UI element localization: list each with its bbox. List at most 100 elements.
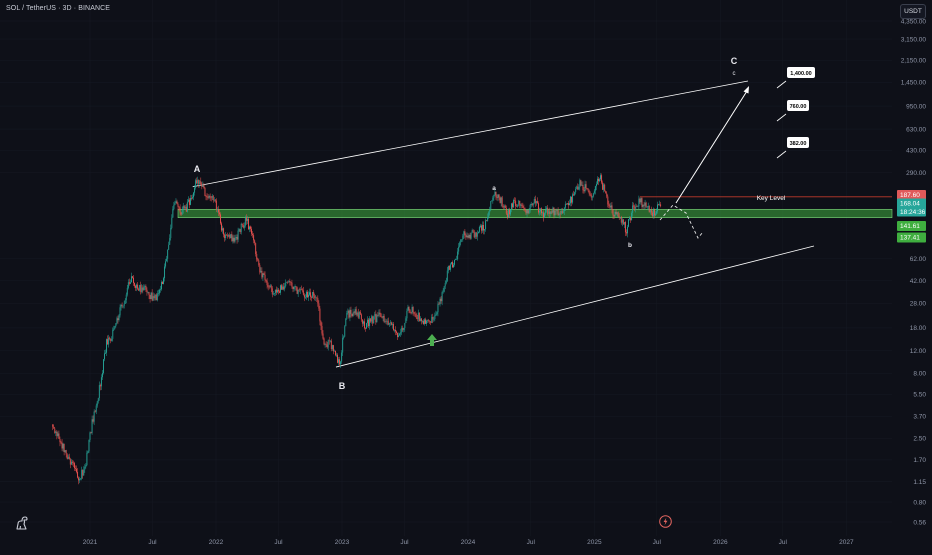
candle-body (352, 312, 354, 316)
candle-body (68, 456, 70, 460)
x-tick-label: Jul (274, 539, 283, 546)
candle-body (150, 292, 152, 300)
candle-body (577, 186, 579, 190)
candle-body (368, 319, 370, 327)
candle-body (409, 309, 411, 313)
candle-body (349, 309, 351, 318)
candle-body (224, 234, 226, 239)
candle-body (55, 431, 57, 434)
candle-body (657, 204, 658, 212)
candle-body (383, 316, 385, 322)
candle-body (246, 218, 248, 221)
candle-body (413, 312, 415, 314)
candle-body (429, 320, 431, 322)
candle-body (405, 318, 407, 324)
candle-body (230, 234, 232, 239)
candle-body (565, 203, 567, 205)
candle-body (185, 206, 187, 212)
candle-body (650, 209, 652, 213)
candle-body (507, 210, 509, 218)
price-tag-box (897, 232, 926, 243)
wave-label: a (492, 185, 496, 192)
candle-body (303, 294, 305, 298)
y-tick-label: 630.00 (906, 126, 926, 133)
candle-body (206, 196, 208, 198)
candle-body (656, 211, 657, 214)
candle-body (108, 337, 110, 345)
target-price-label[interactable]: 760.00 (776, 100, 809, 122)
target-price-label[interactable]: 382.00 (776, 137, 809, 159)
candle-body (376, 315, 378, 323)
candle-body (415, 314, 417, 318)
candle-body (347, 310, 349, 314)
candle-body (417, 312, 419, 319)
candle-body (273, 293, 275, 294)
candle-body (558, 213, 560, 216)
price-tag-zone[interactable]: 141.61 (897, 221, 926, 231)
target-price-label[interactable]: 1,400.00 (776, 67, 815, 89)
price-tag-value: 137.41 (900, 235, 920, 242)
candle-body (485, 220, 487, 230)
candle-body (557, 210, 559, 216)
candle-body (627, 226, 628, 234)
candle-body (194, 187, 196, 193)
candle-body (327, 340, 329, 348)
candle-body (333, 350, 335, 352)
candle-body (607, 196, 609, 205)
candle-body (614, 211, 616, 217)
candle-body (521, 204, 523, 206)
price-tag-zone[interactable]: 137.41 (897, 232, 926, 243)
x-tick-label: 2023 (335, 539, 350, 546)
candle-body (312, 291, 314, 298)
candle-body (399, 333, 401, 336)
candle-body (439, 298, 441, 305)
target-box (787, 137, 809, 148)
candle-body (447, 265, 449, 271)
candle-body (483, 224, 484, 231)
candle-body (187, 199, 189, 202)
candle-body (201, 184, 203, 187)
candle-body (279, 291, 280, 293)
candle-body (174, 203, 176, 205)
candle-body (391, 324, 393, 325)
candle-body (365, 328, 366, 329)
candle-body (171, 217, 173, 228)
currency-unit-button[interactable]: USDT (900, 4, 926, 19)
candle-body (240, 223, 242, 233)
candle-body (241, 223, 243, 226)
candle-body (207, 196, 209, 198)
candle-body (93, 411, 95, 422)
lightning-bolt-icon[interactable] (659, 515, 672, 528)
candle-body (443, 286, 445, 292)
candle-body (617, 212, 619, 217)
wave-label: b (628, 242, 632, 249)
candle-body (563, 207, 565, 212)
candle-body (181, 210, 183, 215)
candle-body (340, 361, 342, 365)
candle-body (400, 332, 402, 334)
candle-body (560, 211, 562, 215)
candle-body (323, 338, 325, 345)
candle-body (545, 209, 547, 214)
tradingview-logo-icon[interactable] (14, 514, 32, 532)
candle-body (107, 339, 109, 345)
candle-body (441, 292, 443, 302)
candle-body (296, 287, 298, 294)
candle-body (453, 264, 454, 268)
candle-body (141, 287, 143, 293)
symbol-title[interactable]: SOL / TetherUS · 3D · BINANCE (6, 5, 111, 12)
projection-arrowhead (743, 86, 749, 94)
candle-body (331, 345, 333, 350)
candle-body (578, 186, 580, 190)
candle-body (603, 184, 605, 190)
price-tag-high[interactable]: 187.60 (897, 190, 926, 200)
candle-body (445, 280, 447, 283)
projection-dashed-path (659, 204, 704, 239)
candle-body (561, 211, 563, 214)
candle-body (524, 208, 526, 211)
candle-body (324, 344, 326, 345)
